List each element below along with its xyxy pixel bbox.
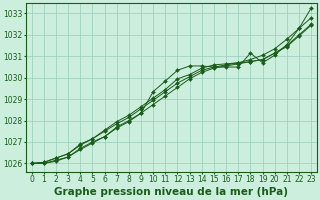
X-axis label: Graphe pression niveau de la mer (hPa): Graphe pression niveau de la mer (hPa) <box>54 187 288 197</box>
